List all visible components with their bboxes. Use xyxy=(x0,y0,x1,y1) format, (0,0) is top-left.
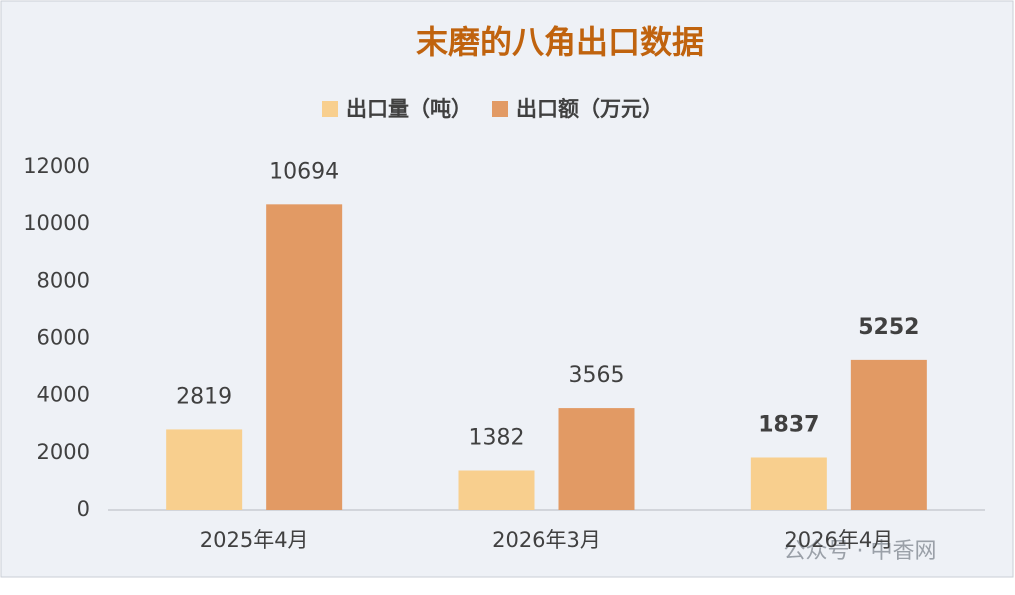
y-tick-label: 2000 xyxy=(37,440,90,464)
y-tick-label: 4000 xyxy=(37,383,90,407)
data-label: 1382 xyxy=(469,425,525,450)
y-tick-label: 12000 xyxy=(23,154,90,178)
data-label: 10694 xyxy=(269,159,339,184)
bar xyxy=(166,429,243,510)
watermark: 公众号 · 中香网 xyxy=(784,539,937,564)
y-tick-label: 8000 xyxy=(37,268,90,292)
data-label: 2819 xyxy=(176,384,232,409)
y-tick-label: 10000 xyxy=(23,211,90,235)
legend-swatch xyxy=(322,101,338,117)
chart-title: 末磨的八角出口数据 xyxy=(416,23,704,61)
legend-swatch xyxy=(492,101,508,117)
bar xyxy=(266,204,343,510)
bar xyxy=(750,457,827,510)
bar xyxy=(458,470,535,510)
legend-label: 出口量（吨） xyxy=(346,97,472,121)
bar xyxy=(850,359,927,510)
x-tick-label: 2026年3月 xyxy=(492,528,601,552)
data-label: 5252 xyxy=(858,315,919,340)
data-label: 3565 xyxy=(569,363,625,388)
bar xyxy=(558,408,635,510)
x-tick-label: 2025年4月 xyxy=(200,528,309,552)
legend-label: 出口额（万元） xyxy=(516,97,663,121)
x-tick-label: 2026年4月 xyxy=(784,528,893,552)
y-tick-label: 0 xyxy=(77,497,90,521)
y-tick-label: 6000 xyxy=(37,326,90,350)
data-label: 1837 xyxy=(758,412,819,437)
